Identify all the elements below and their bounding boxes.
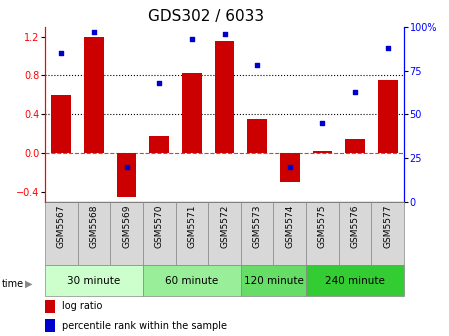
Point [254,62,261,68]
Bar [78,202,110,265]
Text: GSM5576: GSM5576 [351,205,360,248]
Text: GSM5573: GSM5573 [253,205,262,248]
Bar [84,37,104,153]
Text: GSM5570: GSM5570 [155,205,164,248]
Point [384,45,392,50]
Bar [150,136,169,153]
Bar [208,202,241,265]
Bar [45,300,55,312]
Bar [176,202,208,265]
Bar [313,151,332,153]
Point [188,36,195,42]
Point [156,80,163,85]
Text: log ratio: log ratio [62,301,102,311]
Bar [241,202,273,265]
Bar [306,265,404,296]
Bar [241,265,306,296]
Bar [45,265,143,296]
Bar [117,153,136,197]
Text: GSM5567: GSM5567 [57,205,66,248]
Text: GSM5574: GSM5574 [285,205,294,248]
Point [57,50,65,56]
Bar [45,319,55,332]
Text: GSM5575: GSM5575 [318,205,327,248]
Bar [143,265,241,296]
Bar [306,202,339,265]
Point [352,89,359,94]
Text: time: time [2,279,24,289]
Bar [378,80,397,153]
Bar [143,202,176,265]
Bar [182,74,202,153]
Text: 240 minute: 240 minute [325,276,385,286]
Text: percentile rank within the sample: percentile rank within the sample [62,321,227,331]
Bar [215,41,234,153]
Point [319,120,326,126]
Title: GDS302 / 6033: GDS302 / 6033 [149,9,264,24]
Text: GSM5577: GSM5577 [383,205,392,248]
Text: GSM5569: GSM5569 [122,205,131,248]
Text: GSM5572: GSM5572 [220,205,229,248]
Point [221,31,228,37]
Bar [339,202,371,265]
Text: 120 minute: 120 minute [243,276,304,286]
Bar [273,202,306,265]
Text: GSM5571: GSM5571 [187,205,196,248]
Point [286,164,293,169]
Text: ▶: ▶ [25,279,32,289]
Bar [110,202,143,265]
Text: GSM5568: GSM5568 [89,205,98,248]
Bar [371,202,404,265]
Text: 30 minute: 30 minute [67,276,120,286]
Point [90,30,97,35]
Bar [247,119,267,153]
Point [123,164,130,169]
Bar [45,202,78,265]
Bar [52,95,71,153]
Text: 60 minute: 60 minute [165,276,219,286]
Bar [345,138,365,153]
Bar [280,153,299,182]
